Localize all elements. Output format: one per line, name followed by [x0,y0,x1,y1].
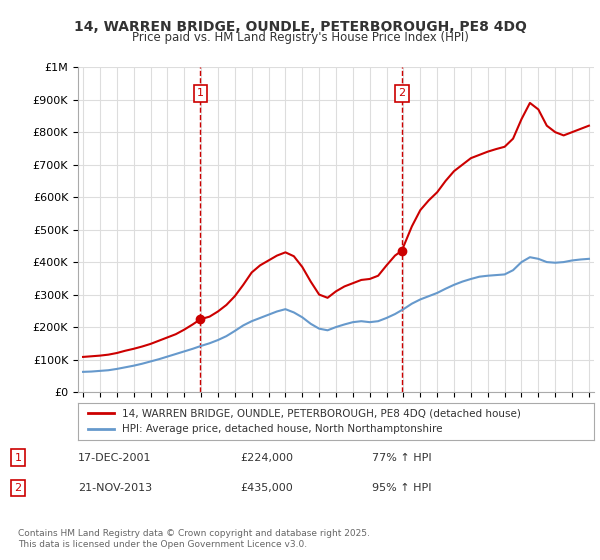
Text: 14, WARREN BRIDGE, OUNDLE, PETERBOROUGH, PE8 4DQ (detached house): 14, WARREN BRIDGE, OUNDLE, PETERBOROUGH,… [122,408,521,418]
Text: 14, WARREN BRIDGE, OUNDLE, PETERBOROUGH, PE8 4DQ: 14, WARREN BRIDGE, OUNDLE, PETERBOROUGH,… [74,20,526,34]
Text: 77% ↑ HPI: 77% ↑ HPI [372,453,431,463]
Text: Price paid vs. HM Land Registry's House Price Index (HPI): Price paid vs. HM Land Registry's House … [131,31,469,44]
Text: 21-NOV-2013: 21-NOV-2013 [78,483,152,493]
Text: 2: 2 [398,88,406,98]
Text: £435,000: £435,000 [240,483,293,493]
Text: Contains HM Land Registry data © Crown copyright and database right 2025.
This d: Contains HM Land Registry data © Crown c… [18,529,370,549]
Text: 2: 2 [14,483,22,493]
Text: 95% ↑ HPI: 95% ↑ HPI [372,483,431,493]
Text: 17-DEC-2001: 17-DEC-2001 [78,453,151,463]
Text: HPI: Average price, detached house, North Northamptonshire: HPI: Average price, detached house, Nort… [122,424,442,435]
Text: 1: 1 [197,88,204,98]
Text: 1: 1 [14,453,22,463]
Text: £224,000: £224,000 [240,453,293,463]
